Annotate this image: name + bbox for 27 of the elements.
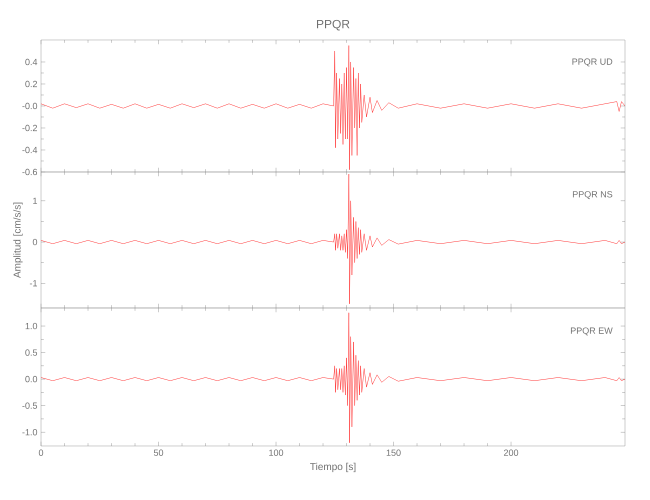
y-tick-label: -1 <box>30 280 38 286</box>
y-tick-label: -0.5 <box>22 402 38 409</box>
chart-title: PPQR <box>316 20 350 30</box>
x-tick-label: 200 <box>504 450 518 456</box>
y-tick-label: 0.5 <box>25 349 38 356</box>
y-tick-label: -1.0 <box>22 428 38 436</box>
y-tick-label: 0.4 <box>25 58 38 66</box>
x-tick-label: 100 <box>269 450 284 456</box>
y-tick-label: -0.2 <box>22 124 38 132</box>
y-tick-label: -0.6 <box>22 168 38 176</box>
line-series <box>41 174 626 304</box>
y-axis-title: Amplitud [cm/s/s] <box>13 202 23 278</box>
line-series <box>41 312 626 443</box>
y-tick-label: 0 <box>32 238 38 246</box>
y-tick-label: -0.4 <box>22 146 38 154</box>
x-tick-label: 0 <box>38 450 44 456</box>
x-axis-title: Tiempo [s] <box>310 462 356 472</box>
y-tick-label: 1 <box>33 198 38 204</box>
y-tick-label: 0.0 <box>25 376 38 382</box>
x-tick-label: 50 <box>154 450 164 456</box>
annotation: PPQR NS <box>572 191 612 200</box>
annotation: PPQR UD <box>572 58 612 66</box>
annotation: PPQR EW <box>570 327 613 336</box>
y-tick-label: 0.2 <box>25 80 38 88</box>
y-tick-label: -0.0 <box>22 102 38 110</box>
x-tick-label: 150 <box>386 450 401 456</box>
y-tick-label: 1.0 <box>26 322 38 330</box>
